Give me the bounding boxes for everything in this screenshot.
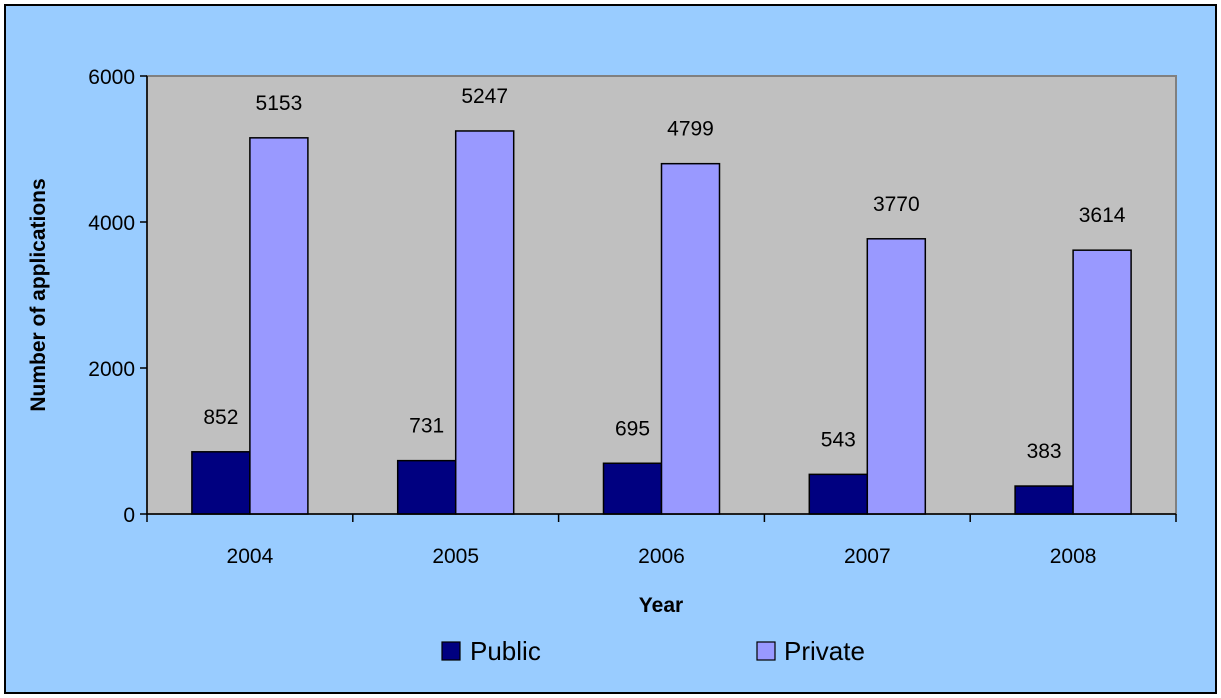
x-tick-label-2008: 2008 xyxy=(1050,545,1097,568)
legend: Public Private xyxy=(441,636,865,666)
data-label-public-2006: 695 xyxy=(615,417,650,440)
bar-public-2004 xyxy=(191,451,251,515)
y-axis-title: Number of applications xyxy=(27,178,50,411)
data-label-public-2004: 852 xyxy=(203,406,238,429)
legend-label-public: Public xyxy=(470,636,541,666)
y-tick-label-4000: 4000 xyxy=(88,212,135,235)
data-label-public-2005: 731 xyxy=(409,415,444,438)
x-axis: 2004 2005 2006 2007 2008 xyxy=(146,513,1177,568)
data-label-private-2004: 5153 xyxy=(256,92,303,115)
y-tick-label-6000: 6000 xyxy=(88,66,135,89)
x-tick-label-2005: 2005 xyxy=(432,545,479,568)
bar-private-2006 xyxy=(660,162,721,515)
data-label-private-2005: 5247 xyxy=(461,85,508,108)
data-labels-group: 852 5153 731 5247 695 4799 543 3770 383 3614 xyxy=(203,85,1125,463)
legend-item-public: Public xyxy=(441,636,541,666)
y-tick-label-2000: 2000 xyxy=(88,358,135,381)
bar-public-2006 xyxy=(602,462,663,515)
bar-public-2005 xyxy=(396,459,457,515)
x-ticks-group: 2004 2005 2006 2007 2008 xyxy=(146,514,1177,568)
data-label-public-2008: 383 xyxy=(1027,440,1062,463)
x-tick-label-2007: 2007 xyxy=(844,545,891,568)
data-label-private-2007: 3770 xyxy=(873,193,920,216)
y-ticks-group: 0 2000 4000 6000 xyxy=(88,66,147,527)
legend-swatch-private xyxy=(756,641,776,661)
bar-public-2007 xyxy=(808,473,869,515)
bar-private-2004 xyxy=(249,137,309,515)
legend-label-private: Private xyxy=(784,636,865,666)
bar-private-2008 xyxy=(1072,249,1132,515)
bar-private-2005 xyxy=(454,130,515,515)
y-tick-label-0: 0 xyxy=(123,504,135,527)
legend-swatch-public xyxy=(441,641,461,661)
x-tick-label-2004: 2004 xyxy=(227,545,274,568)
data-label-private-2008: 3614 xyxy=(1079,204,1126,227)
x-axis-title: Year xyxy=(639,594,683,617)
bar-private-2007 xyxy=(866,238,927,515)
bar-public-2008 xyxy=(1014,485,1074,515)
data-label-public-2007: 543 xyxy=(821,428,856,451)
x-tick-label-2006: 2006 xyxy=(638,545,685,568)
bars-group xyxy=(191,130,1132,515)
y-axis: 0 2000 4000 6000 xyxy=(88,66,148,527)
data-label-private-2006: 4799 xyxy=(667,118,714,141)
legend-item-private: Private xyxy=(756,636,865,666)
